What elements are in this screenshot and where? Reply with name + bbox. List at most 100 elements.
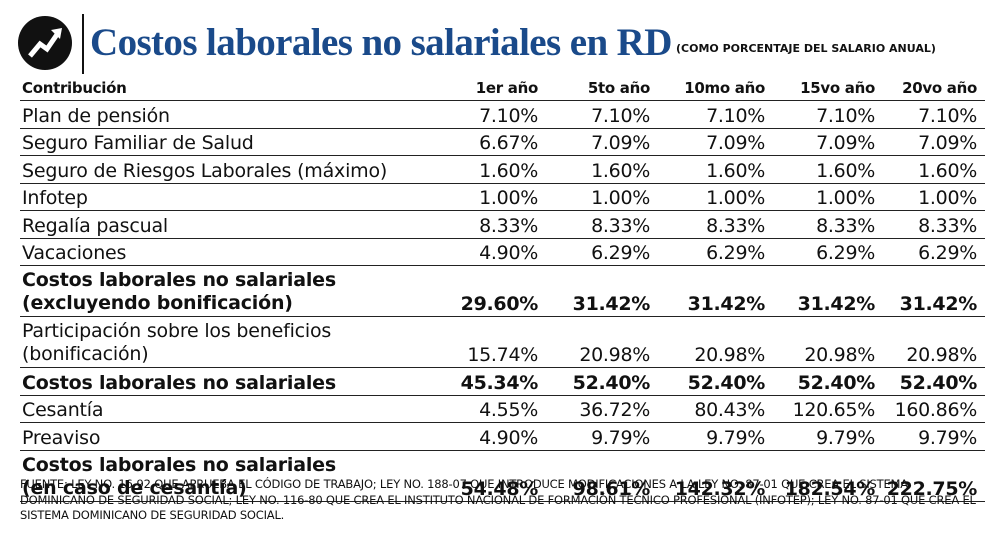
row-value: 1.60% (591, 159, 650, 182)
costs-table: Contribución 1er año 5to año 10mo año 15… (20, 74, 985, 502)
row-value: 1.00% (479, 187, 538, 209)
row-value: 1.00% (591, 187, 650, 209)
row-label: Plan de pensión (22, 104, 170, 127)
row-label: Seguro de Riesgos Laborales (máximo) (22, 159, 388, 182)
row-label-line-2: (en caso de cesantía) (22, 476, 247, 499)
row-label: Infotep (22, 187, 88, 209)
row-value: 15.74% (467, 344, 538, 366)
row-value: 7.09% (918, 132, 977, 154)
page-title: Costos laborales no salariales en RD (90, 21, 672, 64)
row-label: Cesantía (22, 399, 104, 421)
row-value: 45.34% (460, 371, 539, 394)
row-value: 1.60% (816, 159, 875, 182)
row-value: 1.00% (816, 187, 875, 209)
table-row: Regalía pascual 8.33% 8.33% 8.33% 8.33% … (20, 211, 985, 239)
row-value: 7.10% (816, 104, 875, 127)
row-label: Costos laborales no salariales (excluyen… (22, 269, 336, 315)
row-value: 7.09% (591, 132, 650, 154)
row-value: 6.29% (591, 242, 650, 264)
row-value: 29.60% (460, 293, 539, 315)
row-value: 52.40% (899, 371, 978, 394)
row-value: 8.33% (479, 214, 538, 237)
row-label: Regalía pascual (22, 214, 168, 237)
row-value: 20.98% (906, 344, 977, 366)
row-label: Preaviso (22, 426, 101, 449)
row-value: 7.10% (591, 104, 650, 127)
row-value: 80.43% (694, 399, 765, 421)
row-value: 6.29% (706, 242, 765, 264)
row-value: 20.98% (579, 344, 650, 366)
table-row-total: Costos laborales no salariales (en caso … (20, 451, 985, 502)
source-note: FUENTE: LEY NO. 16-92 QUE APRUEBA EL CÓD… (20, 477, 976, 522)
row-value: 7.10% (918, 104, 977, 127)
row-value: 4.55% (479, 399, 538, 421)
header-divider (82, 14, 84, 74)
row-value: 9.79% (816, 426, 875, 449)
row-value: 52.40% (797, 371, 876, 394)
row-value: 1.60% (479, 159, 538, 182)
row-value: 4.90% (479, 426, 538, 449)
row-label: Vacaciones (22, 242, 127, 264)
row-value: 1.00% (706, 187, 765, 209)
row-value: 31.42% (797, 293, 876, 315)
row-value: 6.29% (918, 242, 977, 264)
column-header-year-10: 10mo año (684, 79, 765, 97)
row-value: 20.98% (694, 344, 765, 366)
row-value: 4.90% (479, 242, 538, 264)
row-value: 7.09% (706, 132, 765, 154)
row-value: 1.60% (918, 159, 977, 182)
row-value: 31.42% (572, 293, 651, 315)
row-value: 54.48% (460, 477, 539, 500)
row-label: Seguro Familiar de Salud (22, 132, 254, 154)
row-value: 20.98% (804, 344, 875, 366)
table-row: Seguro Familiar de Salud 6.67% 7.09% 7.0… (20, 129, 985, 156)
row-value: 7.09% (816, 132, 875, 154)
column-header-year-5: 5to año (587, 79, 650, 97)
row-value: 142.32% (674, 477, 766, 500)
page-subtitle: (COMO PORCENTAJE DEL SALARIO ANUAL) (676, 42, 936, 55)
trend-arrow-icon (18, 16, 72, 70)
row-value: 6.67% (479, 132, 538, 154)
table-header-row: Contribución 1er año 5to año 10mo año 15… (20, 74, 985, 101)
table-row-subtotal: Costos laborales no salariales (excluyen… (20, 266, 985, 317)
row-value: 6.29% (816, 242, 875, 264)
row-label: Costos laborales no salariales (en caso … (22, 454, 336, 500)
row-value: 31.42% (899, 293, 978, 315)
row-value: 182.54% (784, 477, 876, 500)
row-label-line-2: (excluyendo bonificación) (22, 292, 293, 314)
row-value: 7.10% (479, 104, 538, 127)
row-label: Participación sobre los beneficios (boni… (22, 320, 331, 366)
row-value: 9.79% (591, 426, 650, 449)
table-row: Seguro de Riesgos Laborales (máximo) 1.6… (20, 156, 985, 184)
table-row-subtotal: Costos laborales no salariales 45.34% 52… (20, 368, 985, 396)
table-row: Preaviso 4.90% 9.79% 9.79% 9.79% 9.79% (20, 423, 985, 451)
table-row: Cesantía 4.55% 36.72% 80.43% 120.65% 160… (20, 396, 985, 423)
row-value: 9.79% (918, 426, 977, 449)
row-value: 8.33% (918, 214, 977, 237)
row-value: 8.33% (706, 214, 765, 237)
row-label-line-1: Participación sobre los beneficios (22, 320, 332, 342)
row-value: 9.79% (706, 426, 765, 449)
row-value: 36.72% (579, 399, 650, 421)
row-value: 52.40% (572, 371, 651, 394)
row-label: Costos laborales no salariales (22, 371, 336, 394)
table-row: Infotep 1.00% 1.00% 1.00% 1.00% 1.00% (20, 184, 985, 211)
table-row: Participación sobre los beneficios (boni… (20, 317, 985, 368)
row-value: 1.00% (918, 187, 977, 209)
row-value: 52.40% (687, 371, 766, 394)
column-header-year-1: 1er año (475, 79, 539, 97)
row-label-line-1: Costos laborales no salariales (22, 269, 336, 291)
row-value: 98.61% (572, 477, 651, 500)
column-header-year-15: 15vo año (800, 79, 875, 97)
header: Costos laborales no salariales en RD (CO… (18, 14, 993, 74)
table-row: Plan de pensión 7.10% 7.10% 7.10% 7.10% … (20, 101, 985, 129)
row-value: 7.10% (706, 104, 765, 127)
table-row: Vacaciones 4.90% 6.29% 6.29% 6.29% 6.29% (20, 239, 985, 266)
column-header-year-20: 20vo año (902, 79, 977, 97)
row-value: 120.65% (792, 399, 876, 421)
row-value: 8.33% (816, 214, 875, 237)
row-value: 8.33% (591, 214, 650, 237)
row-label-line-2: (bonificación) (22, 343, 149, 365)
column-header-contribucion: Contribución (22, 79, 127, 97)
row-value: 31.42% (687, 293, 766, 315)
